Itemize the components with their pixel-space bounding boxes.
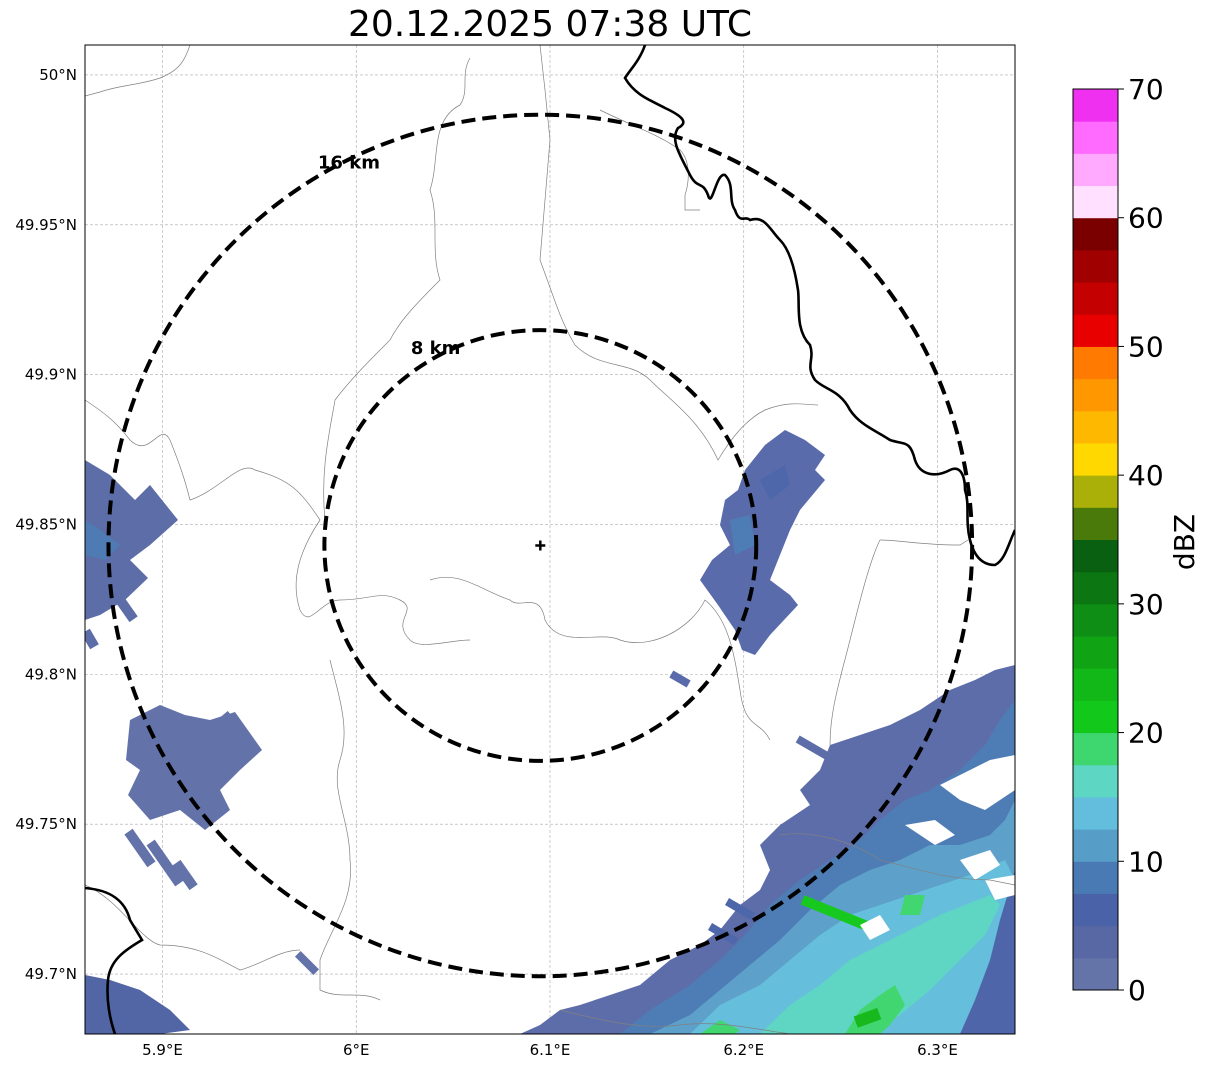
colorbar-cell: [1073, 764, 1118, 798]
colorbar-tick-label: 50: [1128, 330, 1164, 363]
colorbar-cell: [1073, 185, 1118, 219]
colorbar-frame: [1072, 88, 1119, 991]
colorbar-cell: [1073, 282, 1118, 315]
y-tick-label: 49.7°N: [25, 965, 77, 983]
colorbar-cell: [1073, 571, 1118, 605]
y-tick-label: 49.75°N: [15, 815, 77, 833]
admin-boundaries: [85, 45, 1015, 1034]
echo-cluster-west: [85, 460, 178, 650]
range-ring-8km: [322, 328, 759, 763]
range-ring-label: 8 km: [411, 338, 461, 359]
colorbar-cell: [1073, 925, 1118, 959]
echo-cluster-east: [669, 430, 825, 688]
y-tick-label: 49.9°N: [25, 366, 77, 384]
colorbar-cell: [1073, 121, 1118, 154]
colorbar-cell: [1073, 314, 1118, 347]
y-tick-label: 50°N: [39, 66, 77, 84]
colorbar-cell: [1073, 732, 1118, 766]
y-axis-ticks: 50°N 49.95°N 49.9°N 49.85°N 49.8°N 49.75°N 49.…: [15, 66, 77, 983]
colorbar-cell: [1073, 89, 1118, 122]
x-tick-label: 6.3°E: [917, 1041, 958, 1059]
colorbar-tick-label: 10: [1128, 845, 1164, 878]
colorbar-tick-label: 70: [1128, 73, 1164, 106]
colorbar-cell: [1073, 668, 1118, 701]
colorbar-cell: [1073, 507, 1118, 540]
y-tick-label: 49.8°N: [25, 665, 77, 683]
colorbar-cell: [1073, 442, 1118, 476]
colorbar-cell: [1073, 796, 1118, 830]
x-tick-label: 6.1°E: [530, 1041, 571, 1059]
colorbar-label: dBZ: [1168, 514, 1201, 570]
colorbar-cell: [1073, 636, 1118, 669]
colorbar-tick-label: 60: [1128, 202, 1164, 235]
range-ring-16km: [106, 112, 975, 979]
colorbar-tick-label: 30: [1128, 588, 1164, 621]
range-ring-label: 16 km: [318, 153, 380, 174]
radar-site-marker: [535, 540, 546, 551]
map-title: 20.12.2025 07:38 UTC: [347, 4, 753, 45]
colorbar: 0 10 20 30 40 50 60 70 dBZ: [1072, 73, 1201, 1007]
x-tick-label: 6.2°E: [723, 1041, 764, 1059]
x-axis-ticks: 5.9°E 6°E 6.1°E 6.2°E 6.3°E: [142, 1041, 958, 1059]
colorbar-tick-label: 40: [1128, 459, 1164, 492]
colorbar-cell: [1073, 346, 1118, 380]
national-border: [85, 45, 1015, 1034]
colorbar-cell: [1073, 475, 1118, 508]
echo-band-southeast: [520, 665, 1015, 1034]
y-tick-label: 49.85°N: [15, 516, 77, 534]
colorbar-cell: [1073, 829, 1118, 862]
colorbar-cell: [1073, 861, 1118, 894]
colorbar-cell: [1073, 893, 1118, 927]
colorbar-cell: [1073, 700, 1118, 734]
colorbar-cell: [1073, 378, 1118, 412]
colorbar-cell: [1073, 410, 1118, 444]
colorbar-cell: [1073, 539, 1118, 573]
x-tick-label: 5.9°E: [142, 1041, 183, 1059]
colorbar-cell: [1073, 153, 1118, 187]
colorbar-tick-label: 0: [1128, 974, 1146, 1007]
colorbar-tick-label: 20: [1128, 717, 1164, 750]
x-tick-label: 6°E: [343, 1041, 370, 1059]
range-rings: 8 km 16 km: [106, 112, 975, 979]
colorbar-cell: [1073, 603, 1118, 637]
radar-echo-layer: [85, 430, 1015, 1034]
echo-cluster-southwest: [124, 705, 320, 976]
colorbar-cell: [1073, 249, 1118, 283]
colorbar-cell: [1073, 217, 1118, 251]
map-frame: [84, 44, 1016, 1035]
colorbar-cell: [1073, 957, 1118, 991]
y-tick-label: 49.95°N: [15, 216, 77, 234]
